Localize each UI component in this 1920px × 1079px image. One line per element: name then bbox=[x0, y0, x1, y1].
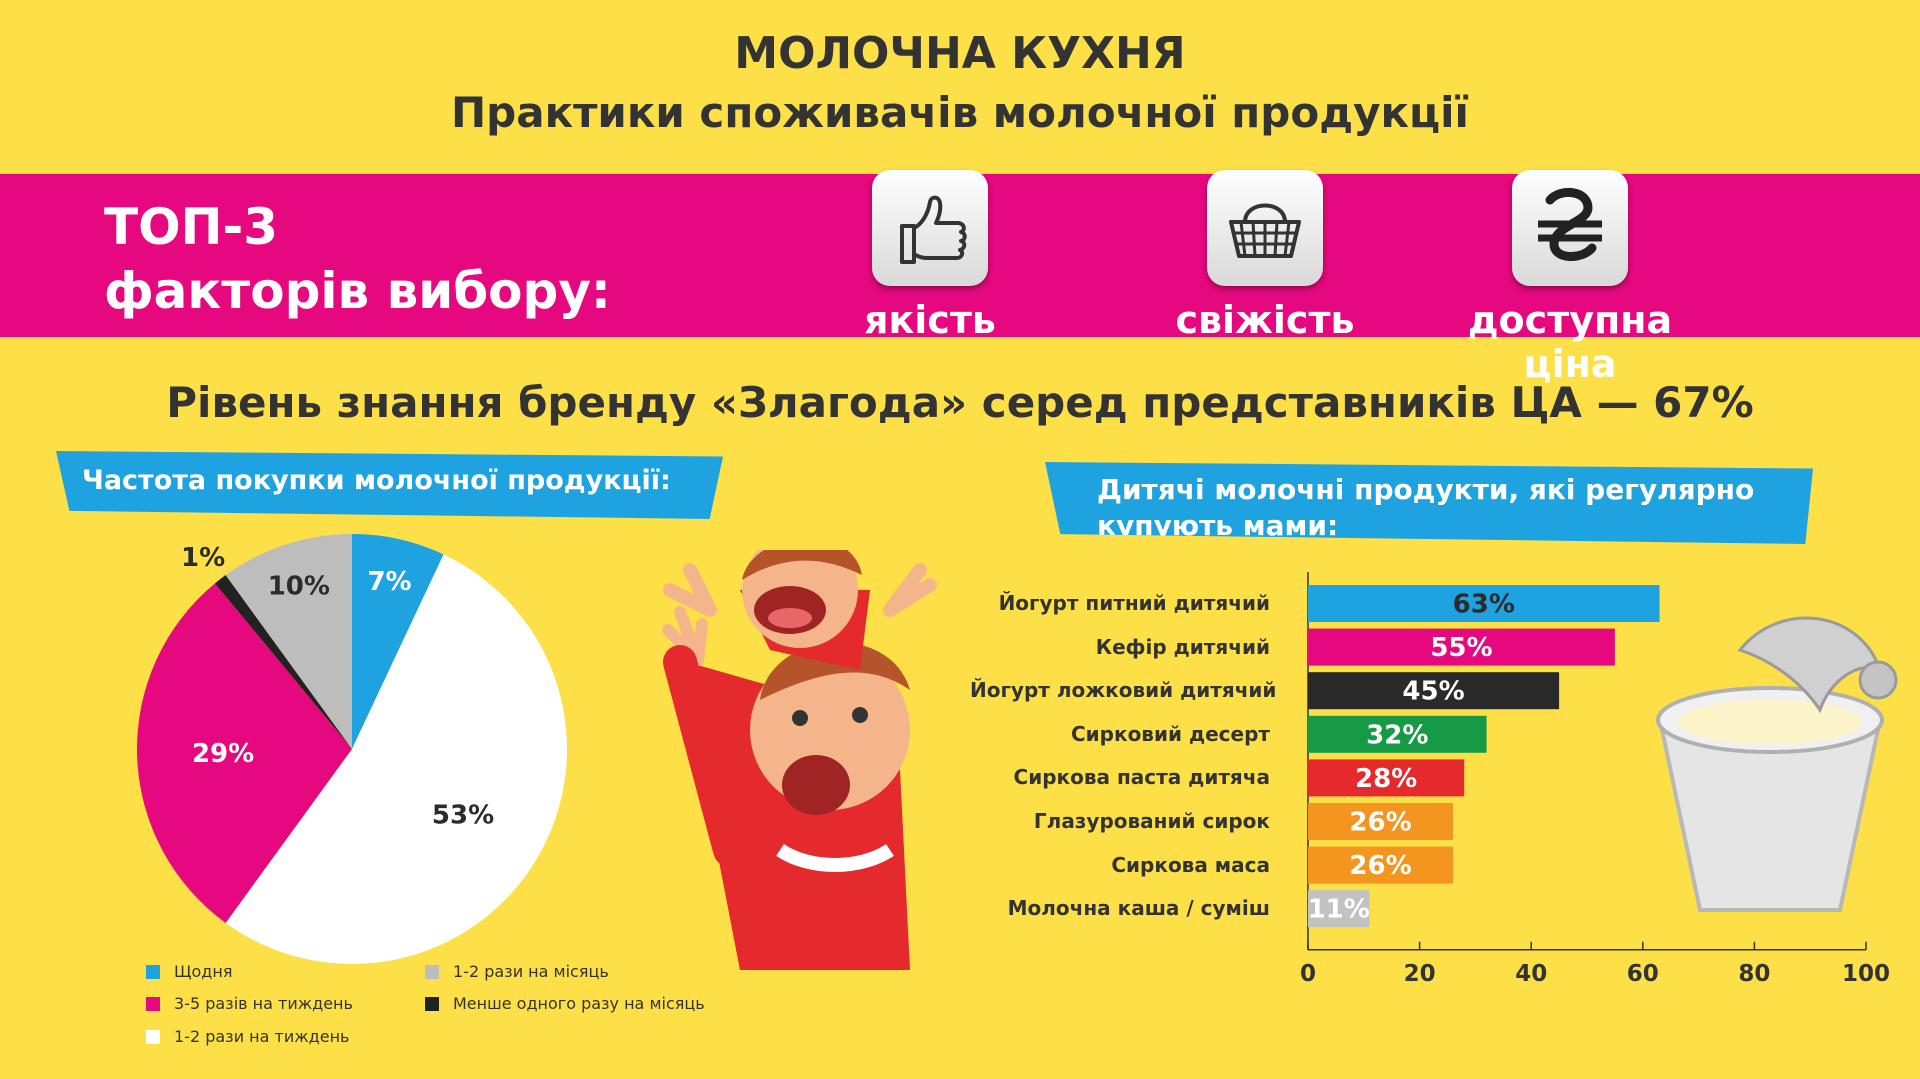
bar-category-label: Сирковий десерт bbox=[1070, 721, 1270, 746]
pie-slice-label: 29% bbox=[192, 739, 254, 769]
factor-label: якість bbox=[864, 298, 996, 342]
bar-chart: 0 20 40 60 80 100 63% 55% 45% 32% 28% 26% 26% 11% bbox=[1300, 572, 1890, 987]
child-parent-illustration bbox=[662, 550, 937, 970]
bar bbox=[1308, 585, 1660, 622]
legend-swatch bbox=[146, 965, 160, 979]
x-tick-label: 0 bbox=[1300, 961, 1316, 987]
pie-chart-title-ribbon: Частота покупки молочної продукції: bbox=[56, 451, 723, 519]
bar bbox=[1308, 890, 1370, 928]
bar-chart-title-ribbon: Дитячі молочні продукти, які регулярно к… bbox=[1045, 462, 1813, 544]
bar-value-label: 11% bbox=[1308, 895, 1370, 925]
bar bbox=[1308, 628, 1615, 666]
bar-value-label: 45% bbox=[1402, 677, 1464, 707]
pie-slice bbox=[137, 583, 352, 923]
yogurt-cup-illustration bbox=[1656, 616, 1898, 912]
legend-label: 1-2 рази на тиждень bbox=[174, 1027, 350, 1046]
bar-value-label: 28% bbox=[1355, 764, 1417, 794]
x-tick-label: 60 bbox=[1627, 961, 1659, 987]
bar-value-label: 32% bbox=[1366, 720, 1428, 750]
bar bbox=[1308, 672, 1560, 710]
top3-heading-line1: ТОП-3 bbox=[104, 198, 278, 256]
pie-slice-label: 7% bbox=[367, 567, 411, 597]
hryvnia-icon bbox=[1512, 170, 1628, 286]
factor-freshness: свіжість bbox=[1135, 170, 1395, 342]
bar-category-label: Кефір дитячий bbox=[1095, 634, 1270, 659]
bar bbox=[1308, 759, 1465, 797]
legend-label: 3-5 разів на тиждень bbox=[174, 994, 353, 1013]
legend-label: 1-2 рази на місяць bbox=[453, 962, 609, 981]
pie-slice-label: 1% bbox=[181, 543, 225, 573]
pie-chart: 7% 53% 29% 1% 10% bbox=[137, 534, 567, 964]
pie-chart-title: Частота покупки молочної продукції: bbox=[82, 465, 671, 496]
brand-awareness-heading: Рівень знання бренду «Злагода» серед пре… bbox=[166, 378, 1754, 427]
legend-swatch bbox=[425, 997, 439, 1011]
bar bbox=[1308, 846, 1454, 884]
legend-item: Менше одного разу на місяць bbox=[425, 994, 705, 1013]
bar-chart-title: Дитячі молочні продукти, які регулярно к… bbox=[1097, 473, 1755, 542]
factor-price: доступна ціна bbox=[1440, 170, 1700, 386]
factor-label: свіжість bbox=[1175, 298, 1355, 342]
pie-slice bbox=[352, 534, 444, 749]
bar-category-label: Йогурт ложковий дитячий bbox=[970, 678, 1277, 703]
legend-item: 1-2 рази на тиждень bbox=[146, 1027, 349, 1046]
top3-heading: ТОП-3 факторів вибору: bbox=[104, 195, 611, 323]
bar-value-label: 26% bbox=[1349, 851, 1411, 881]
shopping-basket-icon bbox=[1207, 170, 1323, 286]
bar-value-label: 63% bbox=[1453, 590, 1515, 620]
x-tick-label: 20 bbox=[1404, 961, 1436, 987]
pie-slice bbox=[225, 554, 567, 964]
pie-slice bbox=[225, 534, 352, 749]
legend-swatch bbox=[146, 997, 160, 1011]
legend-item: 3-5 разів на тиждень bbox=[146, 994, 353, 1013]
factor-quality: якість bbox=[800, 170, 1060, 342]
factor-label: доступна ціна bbox=[1467, 298, 1673, 386]
legend-label: Менше одного разу на місяць bbox=[453, 994, 705, 1013]
bar-category-label: Сиркова маса bbox=[1111, 852, 1270, 877]
top3-heading-line2: факторів вибору: bbox=[104, 262, 611, 320]
legend-item: Щодня bbox=[146, 962, 232, 981]
bar bbox=[1308, 715, 1487, 753]
bar-category-label: Глазурований сирок bbox=[1033, 809, 1270, 833]
pie-slice-label: 53% bbox=[432, 801, 494, 831]
legend-item: 1-2 рази на місяць bbox=[425, 962, 609, 981]
x-tick-label: 40 bbox=[1515, 961, 1547, 987]
page-subtitle: Практики споживачів молочної продукції bbox=[451, 88, 1469, 137]
bar-category-label: Йогурт питний дитячий bbox=[998, 591, 1270, 615]
legend-swatch bbox=[425, 965, 439, 979]
x-tick-label: 100 bbox=[1842, 961, 1890, 987]
x-tick-label: 80 bbox=[1738, 961, 1770, 987]
pie-slice bbox=[214, 575, 352, 749]
bar bbox=[1308, 803, 1454, 840]
legend-label: Щодня bbox=[174, 962, 233, 981]
page-title: МОЛОЧНА КУХНЯ bbox=[734, 28, 1186, 79]
bar-value-label: 26% bbox=[1349, 808, 1411, 838]
thumbs-up-icon bbox=[872, 170, 988, 286]
bar-category-label: Сиркова паста дитяча bbox=[1013, 765, 1270, 790]
legend-swatch bbox=[146, 1030, 160, 1044]
bar-category-label: Молочна каша / суміш bbox=[1007, 896, 1270, 921]
bar-value-label: 55% bbox=[1430, 633, 1492, 663]
pie-slice-label: 10% bbox=[268, 571, 330, 601]
